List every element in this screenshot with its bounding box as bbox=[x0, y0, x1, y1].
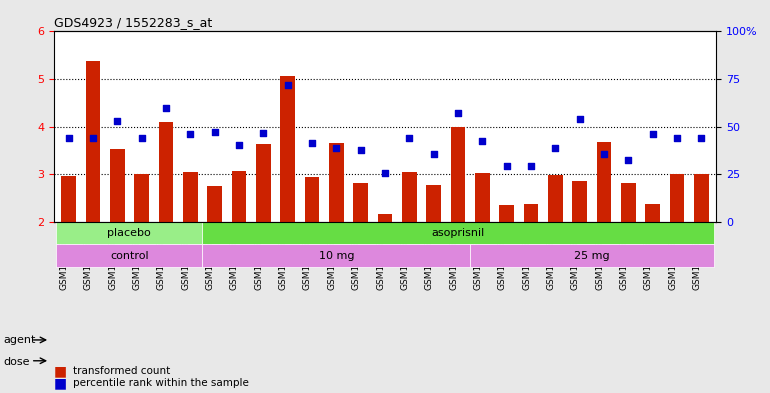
Bar bbox=[85, 61, 100, 222]
FancyBboxPatch shape bbox=[56, 244, 203, 267]
Bar bbox=[353, 183, 368, 222]
Point bbox=[87, 135, 99, 141]
Bar bbox=[450, 127, 465, 222]
Bar bbox=[280, 75, 295, 222]
Point bbox=[257, 130, 270, 136]
Text: placebo: placebo bbox=[108, 228, 151, 238]
Text: agent: agent bbox=[4, 335, 36, 345]
Point bbox=[525, 162, 537, 169]
Bar bbox=[548, 176, 563, 222]
Point bbox=[574, 116, 586, 123]
Point bbox=[476, 138, 488, 144]
Point bbox=[330, 145, 343, 151]
Text: 25 mg: 25 mg bbox=[574, 251, 610, 261]
Point bbox=[452, 110, 464, 116]
Bar bbox=[427, 185, 441, 222]
Bar bbox=[500, 205, 514, 222]
Point bbox=[184, 130, 196, 137]
Bar bbox=[378, 215, 392, 222]
Point bbox=[622, 157, 634, 163]
Point bbox=[62, 135, 75, 141]
Point bbox=[695, 135, 708, 141]
Point bbox=[379, 170, 391, 176]
FancyBboxPatch shape bbox=[470, 244, 714, 267]
Text: transformed count: transformed count bbox=[73, 366, 170, 376]
Point bbox=[598, 151, 611, 157]
Bar bbox=[305, 177, 320, 222]
Point bbox=[403, 135, 416, 141]
Bar bbox=[134, 174, 149, 222]
Text: ■: ■ bbox=[54, 376, 67, 390]
Bar bbox=[232, 171, 246, 222]
Point bbox=[549, 145, 561, 151]
Point bbox=[136, 135, 148, 141]
Bar bbox=[402, 172, 417, 222]
Bar bbox=[597, 142, 611, 222]
Bar bbox=[256, 144, 270, 222]
Point bbox=[111, 118, 123, 124]
Text: dose: dose bbox=[4, 356, 30, 367]
Bar bbox=[159, 122, 173, 222]
Text: 10 mg: 10 mg bbox=[319, 251, 354, 261]
Bar bbox=[670, 174, 685, 222]
Point bbox=[282, 82, 294, 88]
FancyBboxPatch shape bbox=[203, 244, 470, 267]
Text: ■: ■ bbox=[54, 364, 67, 378]
Bar bbox=[695, 174, 709, 222]
Point bbox=[671, 135, 683, 141]
Bar bbox=[329, 143, 343, 222]
Text: percentile rank within the sample: percentile rank within the sample bbox=[73, 378, 249, 388]
Point bbox=[306, 140, 318, 146]
Bar bbox=[110, 149, 125, 222]
Bar bbox=[572, 181, 587, 222]
Point bbox=[159, 105, 172, 112]
Bar bbox=[524, 204, 538, 222]
Bar bbox=[621, 183, 636, 222]
Point bbox=[647, 130, 659, 137]
Bar bbox=[475, 173, 490, 222]
FancyBboxPatch shape bbox=[56, 222, 203, 244]
Point bbox=[427, 151, 440, 157]
Bar bbox=[645, 204, 660, 222]
Point bbox=[209, 129, 221, 135]
Bar bbox=[207, 186, 222, 222]
Text: GDS4923 / 1552283_s_at: GDS4923 / 1552283_s_at bbox=[54, 16, 213, 29]
Bar bbox=[61, 176, 75, 222]
Point bbox=[500, 162, 513, 169]
FancyBboxPatch shape bbox=[203, 222, 714, 244]
Point bbox=[354, 147, 367, 153]
Point bbox=[233, 141, 245, 148]
Text: asoprisnil: asoprisnil bbox=[431, 228, 484, 238]
Bar bbox=[183, 172, 198, 222]
Text: control: control bbox=[110, 251, 149, 261]
